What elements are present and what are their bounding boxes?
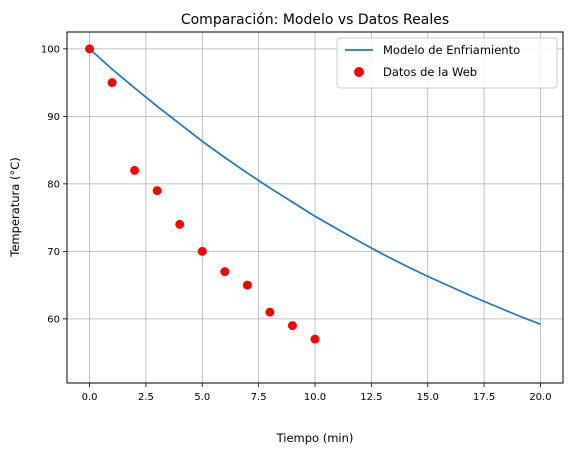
data-point (107, 78, 117, 88)
data-point (130, 165, 140, 175)
chart-title: Comparación: Modelo vs Datos Reales (181, 12, 449, 28)
x-tick-label: 20.0 (529, 392, 551, 403)
x-tick-label: 15.0 (417, 392, 439, 403)
data-point (85, 44, 95, 54)
x-tick-label: 0.0 (82, 392, 98, 403)
x-axis-label: Tiempo (min) (276, 431, 354, 445)
data-series (85, 44, 320, 344)
y-tick-label: 100 (41, 44, 60, 55)
x-tick-label: 2.5 (138, 392, 154, 403)
data-point (310, 334, 320, 344)
data-point (287, 321, 297, 331)
legend-swatch-data (354, 67, 364, 77)
grid (67, 32, 563, 383)
legend-label-model: Modelo de Enfriamiento (383, 43, 520, 57)
y-axis: 60 70 80 90 100 (41, 44, 67, 325)
y-tick-label: 70 (47, 247, 60, 258)
y-tick-label: 60 (47, 314, 60, 325)
y-axis-label: Temperatura (°C) (8, 157, 22, 257)
model-line (88, 48, 541, 326)
legend: Modelo de Enfriamiento Datos de la Web (336, 37, 558, 89)
data-point (242, 280, 252, 290)
x-axis: 0.0 2.5 5.0 7.5 10.0 12.5 15.0 17.5 20.0 (82, 383, 552, 403)
data-point (197, 246, 207, 256)
data-point (265, 307, 275, 317)
legend-label-data: Datos de la Web (383, 65, 477, 79)
x-tick-label: 5.0 (194, 392, 210, 403)
x-tick-label: 10.0 (304, 392, 326, 403)
y-tick-label: 80 (47, 179, 60, 190)
x-tick-label: 12.5 (360, 392, 382, 403)
y-tick-label: 90 (47, 112, 60, 123)
legend-box (336, 37, 558, 89)
data-point (220, 267, 230, 277)
model-series (88, 48, 541, 326)
x-tick-label: 7.5 (251, 392, 267, 403)
data-point (175, 219, 185, 229)
data-point (152, 186, 162, 196)
x-tick-label: 17.5 (473, 392, 495, 403)
